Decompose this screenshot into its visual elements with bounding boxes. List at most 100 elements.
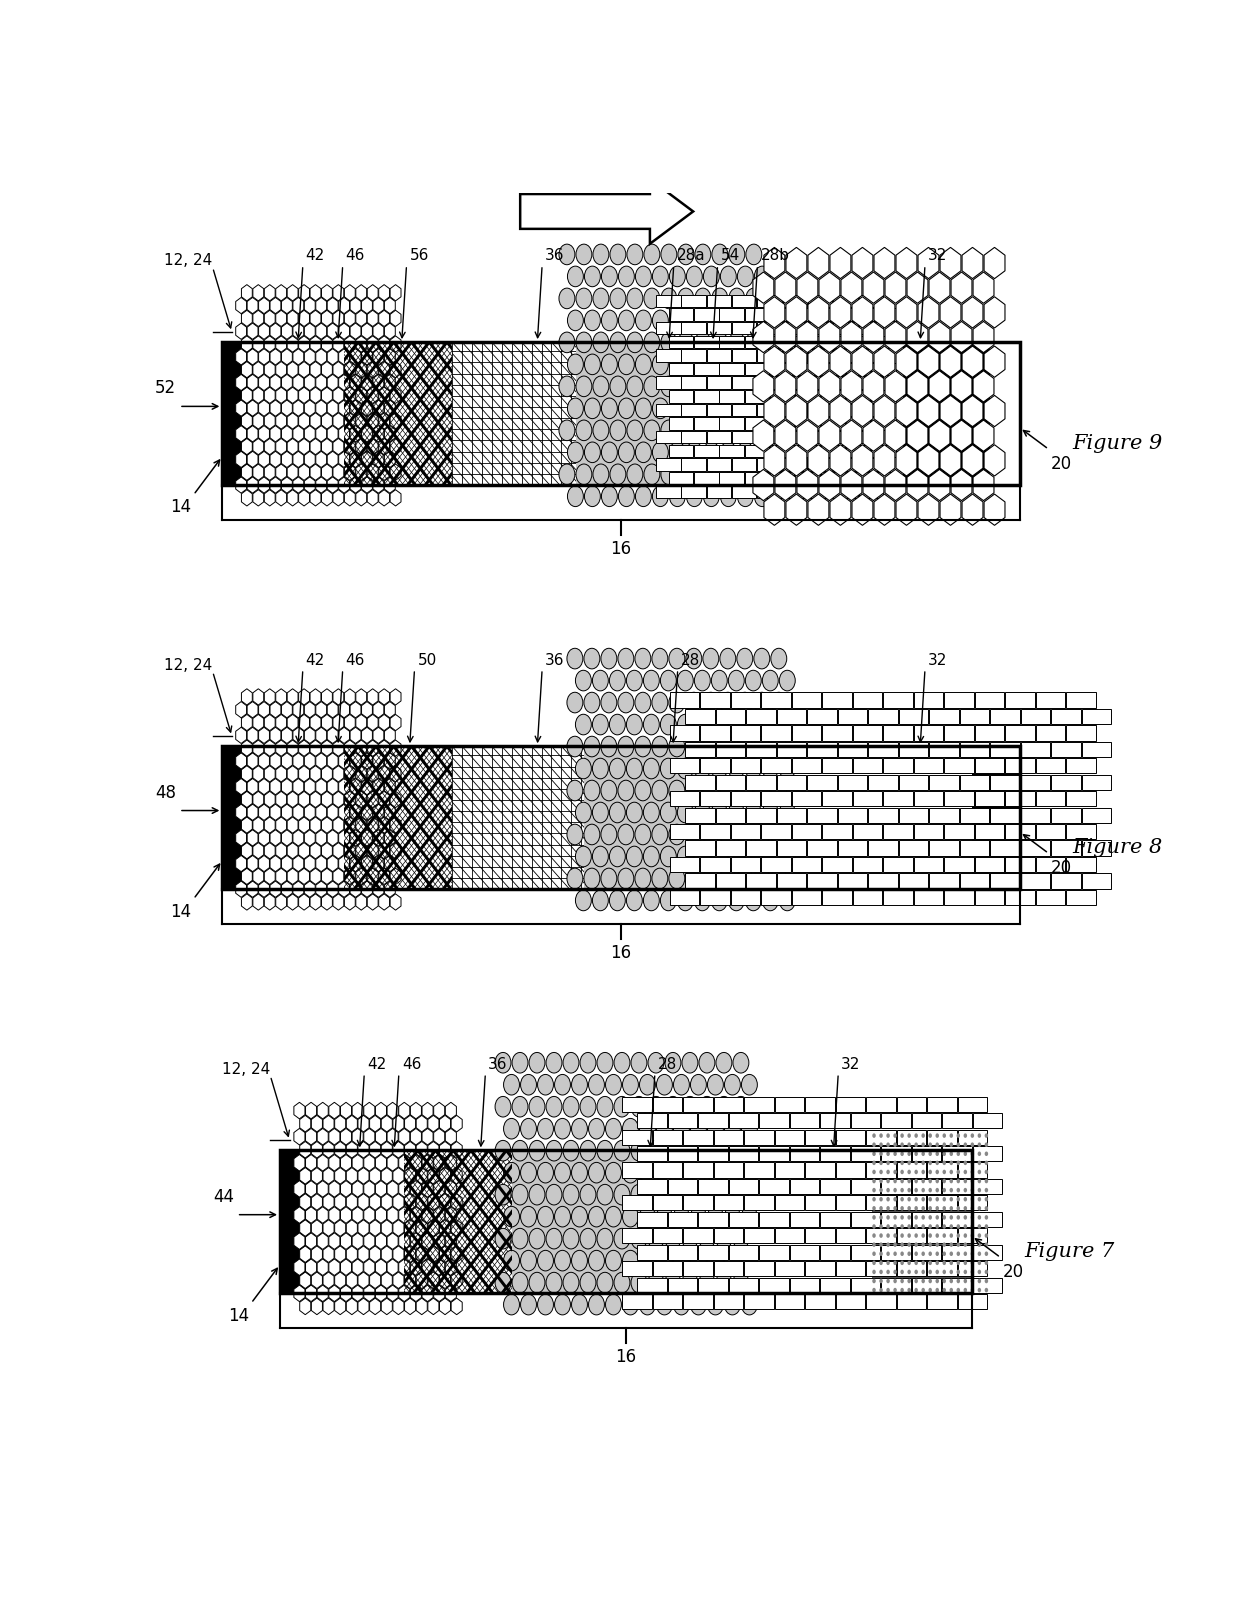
Bar (729, 1114, 759, 1128)
Bar (957, 1261, 987, 1277)
Polygon shape (786, 395, 807, 428)
Polygon shape (808, 495, 828, 526)
Circle shape (622, 1294, 639, 1315)
Circle shape (596, 1141, 613, 1160)
Polygon shape (985, 395, 1004, 428)
Circle shape (935, 1243, 939, 1248)
Polygon shape (874, 297, 895, 329)
Polygon shape (311, 1141, 322, 1159)
Circle shape (644, 376, 660, 397)
Bar (683, 1261, 713, 1277)
Polygon shape (830, 249, 851, 279)
Circle shape (593, 671, 609, 691)
Bar (694, 308, 718, 321)
Polygon shape (428, 1272, 439, 1288)
Polygon shape (335, 1169, 346, 1185)
Polygon shape (897, 395, 916, 428)
Bar (973, 1212, 1002, 1227)
Polygon shape (391, 767, 401, 783)
Bar (694, 363, 718, 376)
Bar (846, 391, 870, 404)
Bar (851, 1146, 880, 1162)
Bar (584, 747, 715, 889)
Bar (805, 1098, 835, 1112)
Circle shape (879, 1252, 883, 1256)
Bar (698, 1212, 728, 1227)
Bar (682, 323, 706, 336)
Circle shape (495, 1185, 511, 1206)
Bar (761, 726, 791, 741)
Bar (714, 1261, 743, 1277)
Circle shape (720, 312, 737, 331)
Circle shape (686, 781, 702, 801)
Circle shape (626, 715, 642, 736)
Circle shape (584, 692, 600, 713)
Bar (730, 692, 760, 709)
Polygon shape (387, 1128, 398, 1146)
Bar (744, 1261, 774, 1277)
Circle shape (575, 847, 591, 867)
Polygon shape (316, 350, 326, 366)
Circle shape (872, 1233, 875, 1238)
Circle shape (609, 715, 625, 736)
Bar (715, 742, 745, 757)
Bar (899, 873, 929, 889)
Circle shape (626, 891, 642, 912)
Circle shape (942, 1133, 946, 1138)
Bar (904, 342, 990, 486)
Polygon shape (293, 452, 304, 468)
Polygon shape (378, 843, 389, 859)
Circle shape (687, 355, 702, 376)
Polygon shape (294, 1128, 305, 1146)
Circle shape (921, 1206, 925, 1210)
Circle shape (635, 487, 651, 507)
Circle shape (596, 1052, 613, 1073)
Bar (694, 445, 718, 458)
Circle shape (622, 1207, 639, 1227)
Polygon shape (270, 855, 281, 872)
Bar (807, 809, 837, 823)
Polygon shape (897, 495, 916, 526)
Polygon shape (242, 894, 252, 910)
Polygon shape (897, 445, 916, 476)
Polygon shape (242, 465, 252, 481)
Circle shape (971, 1252, 975, 1256)
Polygon shape (339, 805, 350, 822)
Bar (1035, 791, 1065, 807)
Circle shape (668, 692, 684, 713)
Circle shape (908, 1133, 911, 1138)
Bar (714, 1098, 743, 1112)
Bar (945, 726, 973, 741)
Bar (758, 405, 781, 416)
Circle shape (559, 376, 575, 397)
Bar (867, 1098, 895, 1112)
Circle shape (900, 1152, 904, 1156)
Circle shape (503, 1119, 520, 1139)
Circle shape (568, 355, 583, 376)
Polygon shape (288, 413, 298, 429)
Circle shape (950, 1225, 954, 1228)
Circle shape (703, 868, 719, 889)
Bar (795, 336, 820, 349)
Circle shape (737, 781, 753, 801)
Circle shape (908, 1152, 911, 1156)
Bar (945, 692, 973, 709)
Polygon shape (830, 297, 851, 329)
Circle shape (568, 312, 583, 331)
Circle shape (887, 1180, 890, 1183)
Polygon shape (985, 297, 1004, 329)
Polygon shape (316, 426, 326, 442)
Circle shape (971, 1180, 975, 1183)
Polygon shape (352, 1233, 363, 1249)
Circle shape (733, 1141, 749, 1160)
Polygon shape (830, 395, 851, 428)
Bar (868, 841, 898, 855)
Polygon shape (786, 297, 807, 329)
Polygon shape (253, 689, 264, 705)
Circle shape (554, 1075, 570, 1096)
Polygon shape (373, 830, 384, 846)
Circle shape (635, 355, 651, 376)
Circle shape (644, 847, 660, 867)
Polygon shape (951, 421, 972, 452)
Polygon shape (387, 1259, 398, 1275)
